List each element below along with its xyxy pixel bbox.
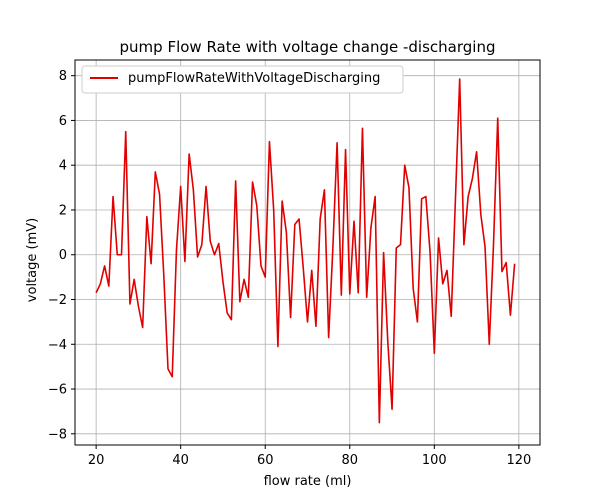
- y-tick-label: −4: [48, 338, 67, 353]
- plot-area: [95, 78, 516, 424]
- axes-frame: [74, 59, 541, 446]
- y-tick-label: −6: [48, 383, 67, 398]
- y-tick-label: −2: [48, 293, 67, 308]
- y-tick-label: 0: [59, 248, 67, 263]
- legend-label: pumpFlowRateWithVoltageDischarging: [128, 71, 380, 86]
- y-tick-label: −8: [48, 427, 67, 442]
- y-tick-label: 8: [59, 69, 67, 84]
- y-axis-label: voltage (mV): [25, 218, 40, 302]
- x-axis-label: flow rate (ml): [264, 474, 352, 489]
- legend-box: [81, 65, 404, 94]
- y-tick-label: 2: [59, 203, 67, 218]
- series-line-0: [95, 78, 516, 424]
- x-tick-label: 120: [506, 453, 531, 468]
- x-tick-label: 40: [172, 453, 189, 468]
- y-tick-label: 6: [59, 114, 67, 129]
- x-tick-label: 100: [422, 453, 447, 468]
- legend: pumpFlowRateWithVoltageDischarging: [81, 65, 404, 94]
- ticks: 20 40 60 80 100 120 −8 −6 −4 −2 0 2 4 6 8: [48, 69, 531, 468]
- y-tick-label: 4: [59, 159, 67, 174]
- x-tick-label: 80: [341, 453, 358, 468]
- x-tick-label: 20: [88, 453, 105, 468]
- x-tick-label: 60: [257, 453, 274, 468]
- chart-title: pump Flow Rate with voltage change -disc…: [120, 38, 496, 56]
